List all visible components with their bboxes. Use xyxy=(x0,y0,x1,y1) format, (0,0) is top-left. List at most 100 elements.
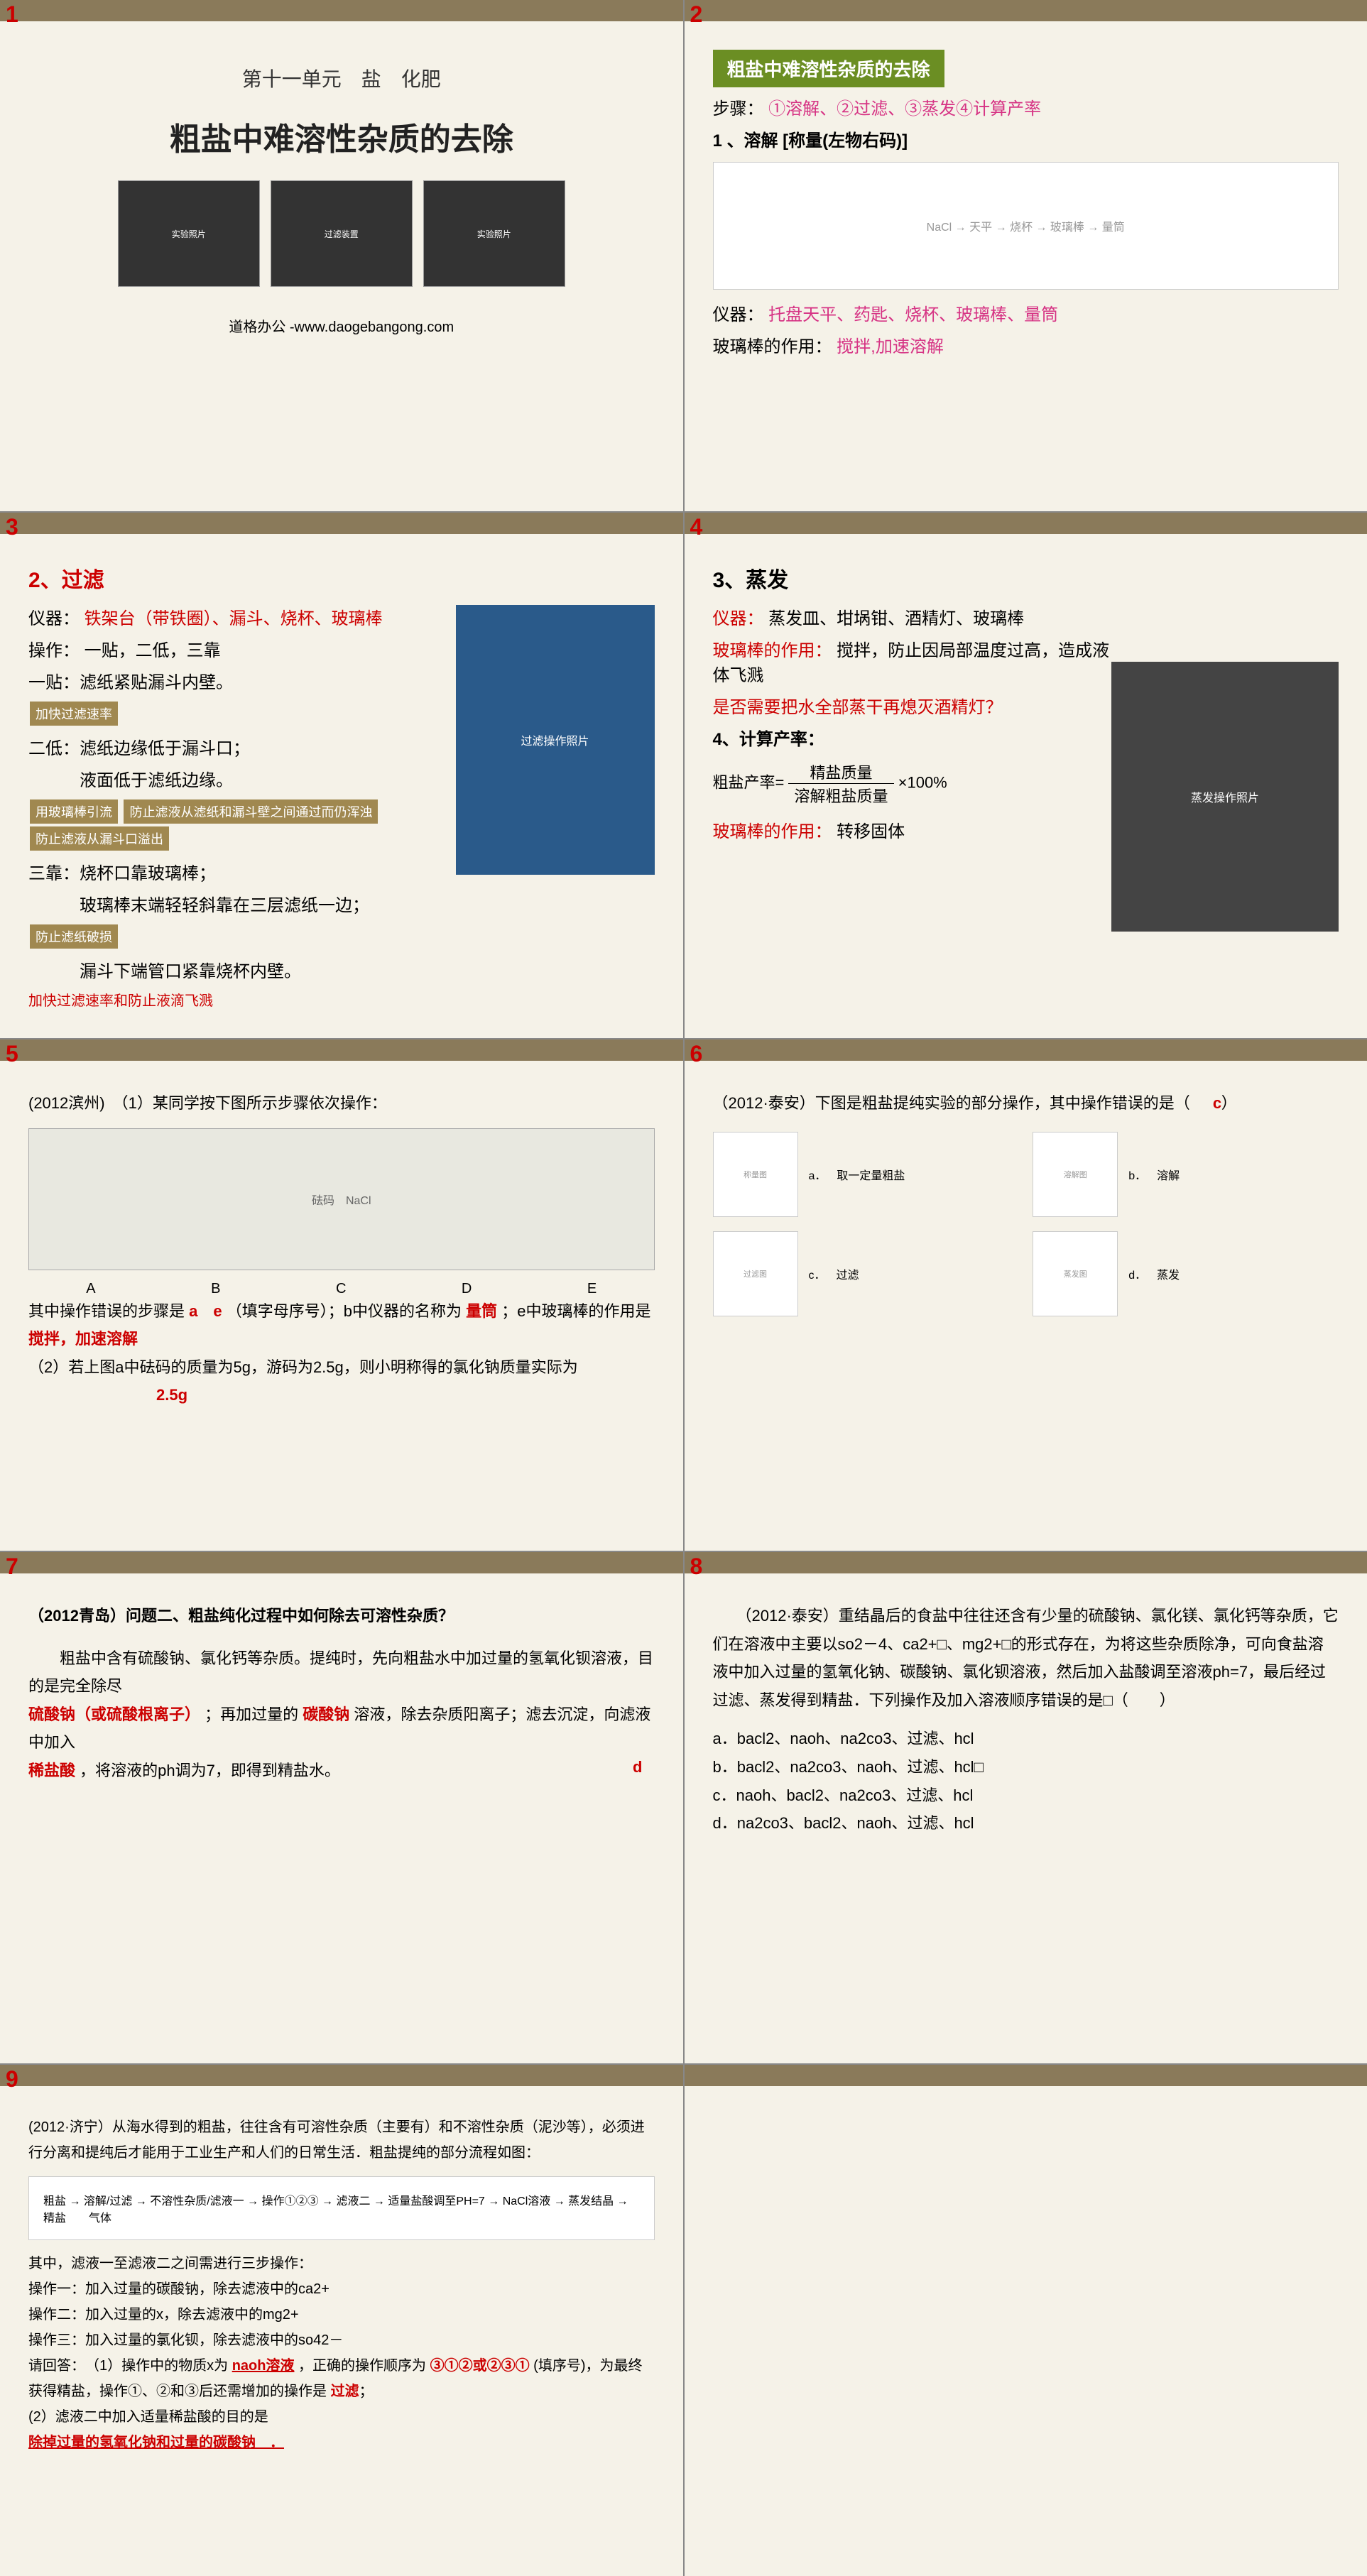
opt-a-img: 称量图 xyxy=(713,1132,798,1217)
note-6: 加快过滤速率和防止液滴飞溅 xyxy=(28,989,426,1010)
rod-label: 玻璃棒的作用： xyxy=(713,641,832,660)
opt-d: 蒸发图 d． 蒸发 xyxy=(1033,1231,1339,1316)
opt-c-img: 过滤图 xyxy=(713,1231,798,1316)
opt-c-k: c． xyxy=(809,1265,826,1282)
rod-text: 搅拌,加速溶解 xyxy=(837,337,944,356)
q9-intro: (2012·济宁）从海水得到的粗盐，往往含有可溶性杂质（主要有）和不溶性杂质（泥… xyxy=(28,2114,655,2166)
a2: 碳酸钠 xyxy=(303,1705,349,1723)
q9-body: 其中，滤液一至滤液二之间需进行三步操作： 操作一：加入过量的碳酸钠，除去滤液中的… xyxy=(28,2251,655,2455)
ans4: 2.5g xyxy=(156,1386,187,1404)
q7-title: （2012青岛）问题二、粗盐纯化过程中如何除去可溶性杂质？ xyxy=(28,1602,655,1630)
p2: ；再加过量的 xyxy=(205,1705,298,1723)
op2: 操作二：加入过量的x，除去滤液中的mg2+ xyxy=(28,2302,655,2327)
opt-b-text: b．bacl2、na2co3、naoh、过滤、hcl□ xyxy=(713,1758,984,1776)
q5-line1: 其中操作错误的步骤是 a e （填字母序号）；b中仪器的名称为 量筒 ；e中玻璃… xyxy=(28,1297,655,1353)
opt-a-k: a． xyxy=(809,1166,827,1183)
slide-number: 8 xyxy=(690,1554,703,1580)
photo-row: 实验照片 过滤装置 实验照片 xyxy=(28,180,655,287)
q6-q: （2012·泰安）下图是粗盐提纯实验的部分操作，其中操作错误的是（ ） xyxy=(713,1094,1237,1112)
note-1: 加快过滤速率 xyxy=(30,702,118,726)
rule-2: 二低：滤纸边缘低于漏斗口； xyxy=(28,734,426,759)
note-5: 防止滤纸破损 xyxy=(30,924,118,949)
op1: 操作一：加入过量的碳酸钠，除去滤液中的ca2+ xyxy=(28,2276,655,2302)
yield-formula: 粗盐产率= 精盐质量 溶解粗盐质量 ×100% xyxy=(713,760,1111,807)
slide-number: 6 xyxy=(690,1041,703,1067)
filter-photo: 过滤操作照片 xyxy=(456,605,655,875)
opt-d: d．na2co3、bacl2、naoh、过滤、hcl xyxy=(713,1809,1339,1838)
opt-d-t: 蒸发 xyxy=(1157,1265,1180,1282)
q5-intro: (2012滨州) （1）某同学按下图所示步骤依次操作： xyxy=(28,1089,655,1118)
slide-1: 1 第十一单元 盐 化肥 粗盐中难溶性杂质的去除 实验照片 过滤装置 实验照片 … xyxy=(0,0,683,511)
a3: 过滤 xyxy=(331,2384,359,2399)
rule-5: 玻璃棒末端轻轻斜靠在三层滤纸一边； xyxy=(28,891,426,916)
instrument-row: 仪器： 托盘天平、药匙、烧杯、玻璃棒、量筒 xyxy=(713,300,1339,325)
opt-b: b．bacl2、na2co3、naoh、过滤、hcl□ d xyxy=(713,1753,1339,1781)
footer-credit: 道格办公 -www.daogebangong.com xyxy=(28,315,655,336)
rule-3: 液面低于滤纸边缘。 xyxy=(28,766,426,791)
q6-text: （2012·泰安）下图是粗盐提纯实验的部分操作，其中操作错误的是（ ） c xyxy=(713,1089,1339,1118)
letter-d: D xyxy=(462,1281,472,1297)
main-title: 粗盐中难溶性杂质的去除 xyxy=(28,114,655,159)
question: 是否需要把水全部蒸干再熄灭酒精灯？ xyxy=(713,693,1111,718)
op-row: 操作： 一贴，二低，三靠 xyxy=(28,636,426,661)
inst-text: 铁架台（带铁圈）、漏斗、烧杯、玻璃棒 xyxy=(85,609,383,628)
l1c: ；e中玻璃棒的作用是 xyxy=(501,1302,650,1320)
a3: 稀盐酸 xyxy=(28,1762,75,1779)
q2-row: (2）滤液二中加入适量稀盐酸的目的是 除掉过量的氢氧化钠和过量的碳酸钠 ． xyxy=(28,2404,655,2455)
section-1: 1 、溶解 [称量(左物右码)] xyxy=(713,126,1339,151)
slide-8: 8 （2012·泰安）重结晶后的食盐中往往还含有少量的硫酸钠、氯化镁、氯化钙等杂… xyxy=(685,1552,1367,2063)
q1a: 请回答： （1）操作中的物质x为 xyxy=(28,2358,228,2374)
q1-row: 请回答： （1）操作中的物质x为 naoh溶液 ，正确的操作顺序为 ③①②或②③… xyxy=(28,2353,655,2404)
slide-number: 9 xyxy=(6,2066,18,2092)
slide-number: 7 xyxy=(6,1554,18,1580)
note-3: 防止滤液从漏斗口溢出 xyxy=(30,826,169,851)
opt-a: 称量图 a． 取一定量粗盐 xyxy=(713,1132,1019,1217)
opt-c: 过滤图 c． 过滤 xyxy=(713,1231,1019,1316)
formula-bot: 溶解粗盐质量 xyxy=(788,784,893,807)
letter-e: E xyxy=(587,1281,597,1297)
a1: 硫酸钠（或硫酸根离子） xyxy=(28,1705,200,1723)
slide-5: 5 (2012滨州) （1）某同学按下图所示步骤依次操作： 砝码 NaCl A … xyxy=(0,1039,683,1551)
section-4: 4、计算产率： xyxy=(713,725,1111,750)
diagram-letters: A B C D E xyxy=(28,1281,655,1297)
evap-title: 3、蒸发 xyxy=(713,562,1111,594)
letter-a: A xyxy=(86,1281,95,1297)
q8-opts: a．bacl2、naoh、na2co3、过滤、hcl b．bacl2、na2co… xyxy=(713,1725,1339,1837)
inst-label: 仪器： xyxy=(713,609,764,628)
dissolve-diagram: NaCl → 天平 → 烧杯 → 玻璃棒 → 量筒 xyxy=(713,162,1339,290)
opt-b-t: 溶解 xyxy=(1157,1166,1180,1183)
rule-1: 一贴：滤纸紧贴漏斗内壁。 xyxy=(28,668,426,693)
steps-text: ①溶解、②过滤、③蒸发④计算产率 xyxy=(768,99,1041,119)
op-text: 一贴，二低，三靠 xyxy=(85,641,221,660)
inst-row: 仪器： 蒸发皿、坩埚钳、酒精灯、玻璃棒 xyxy=(713,604,1111,629)
p1: 粗盐中含有硫酸钠、氯化钙等杂质。提纯时，先向粗盐水中加过量的氢氧化钡溶液，目的是… xyxy=(28,1649,653,1696)
letter-b: B xyxy=(211,1281,220,1297)
note-4: 用玻璃棒引流 xyxy=(30,799,118,824)
evap-content: 3、蒸发 仪器： 蒸发皿、坩埚钳、酒精灯、玻璃棒 玻璃棒的作用： 搅拌，防止因局… xyxy=(713,562,1111,842)
rod-row: 玻璃棒的作用： 搅拌，防止因局部温度过高，造成液体飞溅 xyxy=(713,636,1111,686)
l1a: 其中操作错误的步骤是 xyxy=(28,1302,185,1320)
op-label: 操作： xyxy=(28,641,80,660)
steps-label: 步骤： xyxy=(713,99,764,119)
inst-text: 蒸发皿、坩埚钳、酒精灯、玻璃棒 xyxy=(768,609,1024,628)
ans2: 量筒 xyxy=(466,1302,497,1320)
slide-grid: 1 第十一单元 盐 化肥 粗盐中难溶性杂质的去除 实验照片 过滤装置 实验照片 … xyxy=(0,0,1367,2576)
rule-4: 三靠：烧杯口靠玻璃棒； xyxy=(28,859,426,884)
ans3: 搅拌，加速溶解 xyxy=(28,1330,138,1348)
ans1: a e xyxy=(189,1302,222,1320)
opt-a-t: 取一定量粗盐 xyxy=(837,1166,905,1183)
opt-d-k: d． xyxy=(1128,1265,1146,1282)
slide-number: 5 xyxy=(6,1041,18,1067)
formula-top: 精盐质量 xyxy=(788,760,893,784)
q5-diagram: 砝码 NaCl xyxy=(28,1128,655,1270)
slide-4: 4 3、蒸发 仪器： 蒸发皿、坩埚钳、酒精灯、玻璃棒 玻璃棒的作用： 搅拌，防止… xyxy=(685,513,1367,1038)
l1b: （填字母序号）；b中仪器的名称为 xyxy=(227,1302,462,1320)
option-grid: 称量图 a． 取一定量粗盐 溶解图 b． 溶解 过滤图 c． 过滤 蒸发图 d．… xyxy=(713,1132,1339,1316)
inst-label: 仪器： xyxy=(713,305,764,324)
a2: ③①②或②③① xyxy=(430,2358,530,2374)
flow-diagram: 粗盐 → 溶解/过滤 → 不溶性杂质/滤液一 → 操作①②③ → 滤液二 → 适… xyxy=(28,2176,655,2240)
a4: 除掉过量的氢氧化钠和过量的碳酸钠 ． xyxy=(28,2435,284,2450)
opt-c: c．naoh、bacl2、na2co3、过滤、hcl xyxy=(713,1781,1339,1810)
opt-b-img: 溶解图 xyxy=(1033,1132,1118,1217)
slide-7: 7 （2012青岛）问题二、粗盐纯化过程中如何除去可溶性杂质？ 粗盐中含有硫酸钠… xyxy=(0,1552,683,2063)
